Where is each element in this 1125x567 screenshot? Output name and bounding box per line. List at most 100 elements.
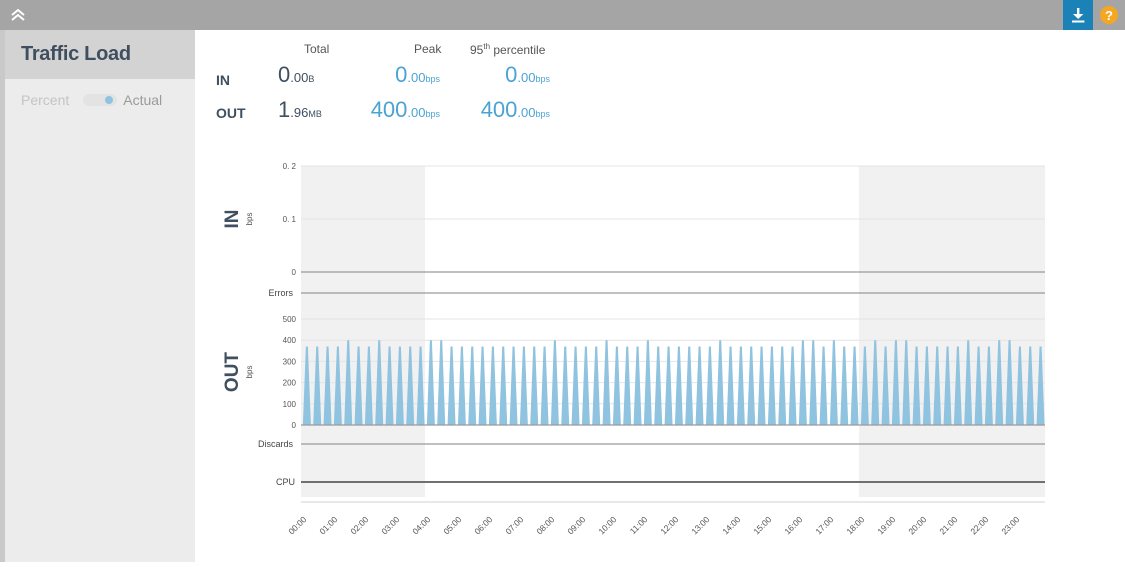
out-spike [550, 340, 559, 425]
x-tick-label: 06:00 [472, 514, 494, 536]
x-tick-label: 14:00 [720, 514, 742, 536]
out-spike [798, 340, 807, 425]
out-spike [416, 346, 425, 425]
out-spike [757, 346, 766, 425]
in-axis-title: IN [222, 210, 243, 229]
double-chevron-up-icon [11, 8, 25, 21]
out-ytick: 0 [292, 421, 297, 430]
out-spike [643, 340, 652, 425]
x-tick-label: 12:00 [658, 514, 680, 536]
x-tick-label: 15:00 [751, 514, 773, 536]
out-spike [964, 340, 973, 425]
x-tick-label: 09:00 [565, 514, 587, 536]
out-axis-unit: bps [245, 366, 254, 379]
out-spike [902, 340, 911, 425]
x-tick-label: 21:00 [937, 514, 959, 536]
out-spike [354, 346, 363, 425]
out-spike [612, 346, 621, 425]
out-spike [1005, 340, 1014, 425]
cpu-label: CPU [276, 477, 295, 487]
out-spike [726, 346, 735, 425]
out-spike [1015, 346, 1024, 425]
x-tick-label: 03:00 [379, 514, 401, 536]
x-tick-label: 08:00 [534, 514, 556, 536]
out-spike [747, 346, 756, 425]
out-spike [685, 346, 694, 425]
download-icon [1072, 8, 1085, 23]
out-spike [809, 340, 818, 425]
x-tick-label: 22:00 [968, 514, 990, 536]
out-spike [953, 346, 962, 425]
percent-actual-toggle-row: Percent Actual [21, 92, 162, 108]
in-peak: 0.00bps [395, 62, 440, 87]
x-tick-label: 16:00 [782, 514, 804, 536]
row-label-out: OUT [216, 105, 246, 121]
out-spike [912, 346, 921, 425]
toggle-option-actual[interactable]: Actual [123, 92, 163, 108]
out-spike [829, 340, 838, 425]
out-spike [933, 346, 942, 425]
out-spike [767, 346, 776, 425]
out-spike [519, 346, 528, 425]
collapse-button[interactable] [8, 6, 28, 24]
out-spike [561, 346, 570, 425]
out-spike [984, 346, 993, 425]
out-ytick: 400 [283, 336, 297, 345]
out-spike [437, 340, 446, 425]
out-spike [664, 346, 673, 425]
x-tick-label: 18:00 [844, 514, 866, 536]
out-spike [788, 346, 797, 425]
out-95th-percentile: 400.00bps [480, 97, 550, 122]
out-spike [654, 346, 663, 425]
out-spike [840, 346, 849, 425]
row-label-in: IN [216, 72, 230, 88]
out-spike [695, 346, 704, 425]
out-spike [581, 346, 590, 425]
out-spike [509, 346, 518, 425]
out-spike [499, 346, 508, 425]
out-spike [602, 340, 611, 425]
out-spike [457, 346, 466, 425]
x-tick-label: 13:00 [689, 514, 711, 536]
out-spike [995, 340, 1004, 425]
out-spike [943, 346, 952, 425]
out-spike [313, 346, 322, 425]
toggle-knob [105, 96, 114, 104]
x-tick-label: 10:00 [596, 514, 618, 536]
out-spike [974, 346, 983, 425]
toggle-option-percent[interactable]: Percent [21, 92, 70, 108]
download-button[interactable] [1063, 0, 1093, 30]
x-tick-label: 05:00 [441, 514, 463, 536]
top-toolbar: ? [0, 0, 1125, 30]
percent-actual-toggle[interactable] [83, 94, 118, 106]
out-spike [375, 340, 384, 425]
out-spike [406, 346, 415, 425]
out-spike [860, 346, 869, 425]
out-spike [1026, 346, 1035, 425]
out-spike [592, 346, 601, 425]
out-spike [395, 346, 404, 425]
x-tick-label: 11:00 [628, 514, 650, 536]
help-button[interactable]: ? [1100, 6, 1118, 24]
out-spike [447, 346, 456, 425]
out-spike [323, 346, 332, 425]
in-ytick: 0 [292, 268, 297, 277]
in-axis-unit: bps [245, 213, 254, 226]
out-spike [891, 340, 900, 425]
x-tick-label: 07:00 [503, 514, 525, 536]
out-spike [530, 346, 539, 425]
out-total: 1.96MB [278, 97, 322, 122]
in-95th-percentile: 0.00bps [505, 62, 550, 87]
out-spike [1036, 346, 1045, 425]
out-ytick: 500 [283, 315, 297, 324]
traffic-chart[interactable]: 0 0. 1 0. 2 IN bps Errors 0 100 200 300 400 500 OUT b… [195, 150, 1125, 562]
out-spike [468, 346, 477, 425]
header-total: Total [304, 42, 330, 56]
out-spike [426, 340, 435, 425]
out-spike [674, 346, 683, 425]
shaded-region [859, 166, 1045, 497]
x-tick-label: 04:00 [410, 514, 432, 536]
out-spike [302, 346, 311, 425]
out-peak: 400.00bps [370, 97, 440, 122]
